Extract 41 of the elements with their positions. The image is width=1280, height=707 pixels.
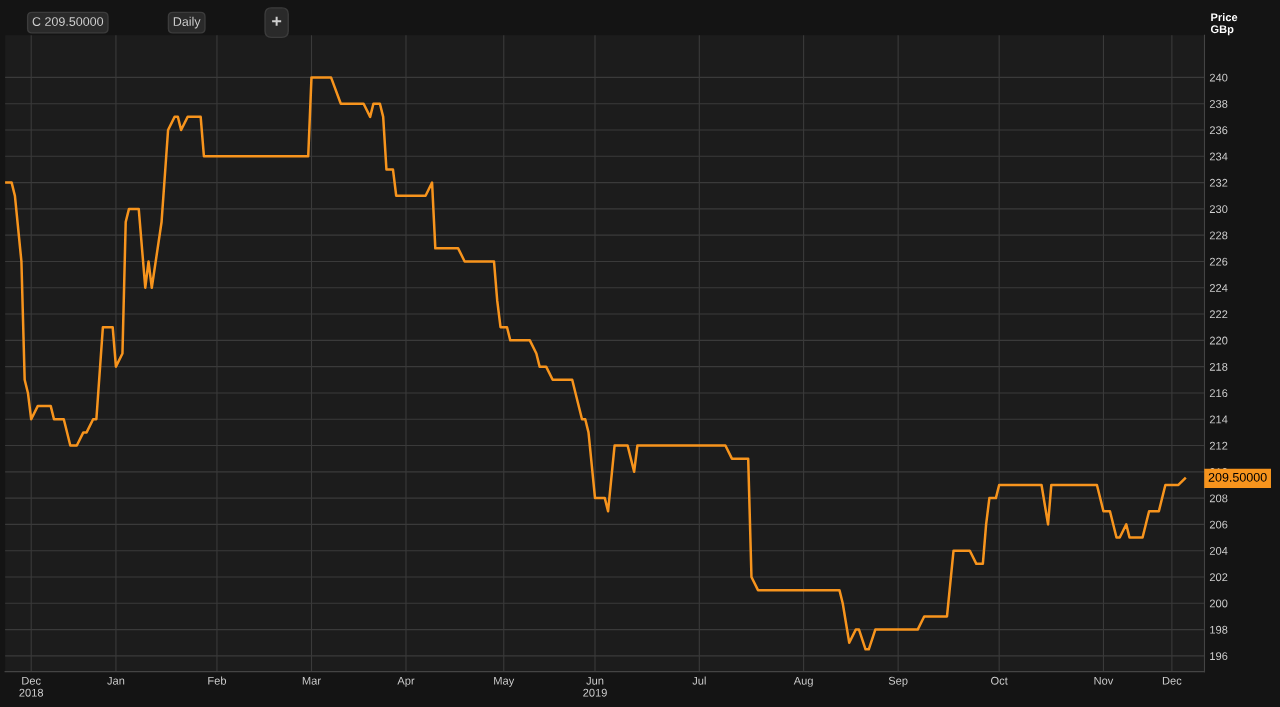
- y-tick-label: 234: [1209, 152, 1228, 161]
- x-tick-label: May: [494, 676, 515, 687]
- y-tick-label: 238: [1209, 99, 1228, 108]
- y-tick-label: 198: [1210, 625, 1228, 634]
- y-tick-label: 218: [1209, 362, 1228, 371]
- y-tick-label: 196: [1210, 652, 1228, 661]
- x-tick-label: Oct: [991, 676, 1008, 685]
- x-tick-label: Nov: [1094, 676, 1114, 685]
- y-tick-label: 240: [1209, 73, 1228, 82]
- y-tick-label: 202: [1209, 573, 1228, 582]
- x-tick-label: Dec 2018: [19, 676, 44, 697]
- x-tick-label: Feb: [208, 676, 227, 685]
- y-tick-label: 220: [1209, 336, 1228, 345]
- y-axis-title: Price GBp: [1210, 13, 1238, 36]
- annotation: 209.50000: [1208, 472, 1267, 482]
- x-tick-label: Mar: [302, 676, 321, 685]
- y-tick-label: 226: [1209, 257, 1228, 266]
- x-tick-label: Aug: [793, 676, 813, 687]
- text: +: [272, 16, 282, 26]
- y-tick-label: 224: [1209, 284, 1228, 292]
- y-tick-label: 230: [1209, 205, 1228, 214]
- x-tick-label: Jun 2019: [583, 676, 607, 697]
- x-tick-label: Jan: [107, 676, 125, 685]
- line-series: [5, 76, 1187, 651]
- y-tick-label: 204: [1209, 546, 1228, 555]
- y-tick-label: 216: [1209, 389, 1228, 398]
- y-tick-label: 236: [1209, 126, 1228, 135]
- x-tick-label: Sep: [888, 676, 908, 687]
- x-tick-label: Dec: [1162, 676, 1182, 685]
- y-tick-label: 214: [1209, 415, 1228, 424]
- y-tick-label: 212: [1209, 441, 1228, 450]
- text: Daily: [173, 16, 201, 29]
- x-tick-label: Apr: [397, 676, 415, 687]
- y-tick-label: 200: [1209, 599, 1228, 608]
- y-tick-label: 228: [1209, 231, 1228, 240]
- y-tick-label: 208: [1209, 494, 1228, 503]
- y-tick-label: 206: [1209, 520, 1228, 529]
- text: C 209.50000: [32, 17, 104, 26]
- y-tick-label: 222: [1209, 310, 1228, 319]
- x-tick-label: Jul: [692, 676, 706, 685]
- y-tick-label: 232: [1209, 178, 1228, 187]
